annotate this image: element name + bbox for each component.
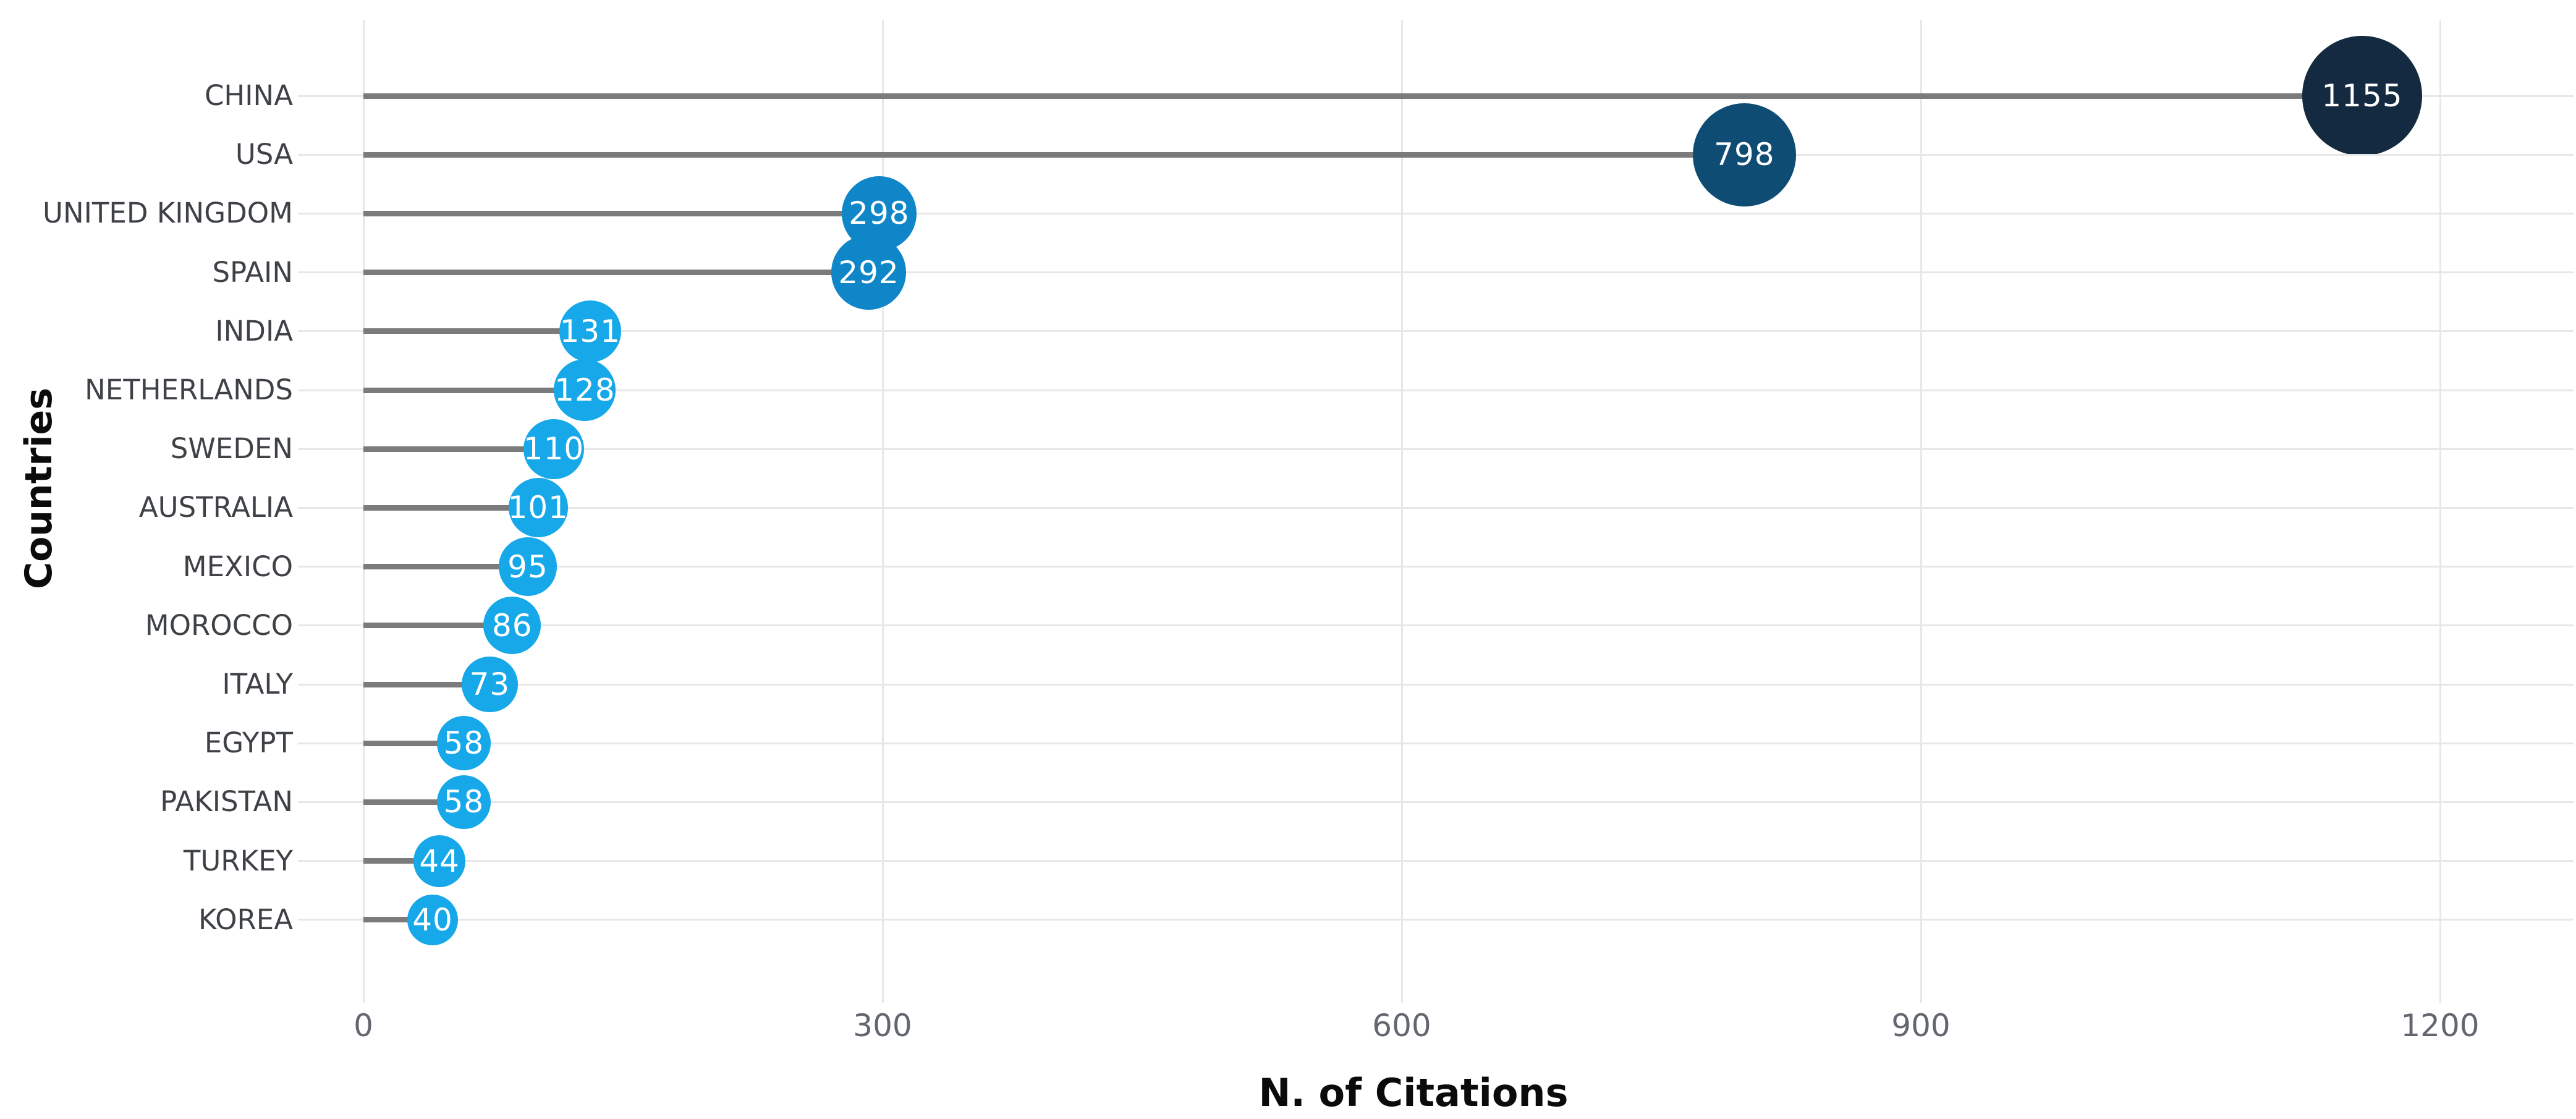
value-bubble: 44 [413,835,466,887]
stem [363,504,538,511]
x-gridline [2439,20,2441,1003]
stem [363,93,2362,99]
value-bubble-label: 44 [419,843,460,879]
category-label: NETHERLANDS [85,373,293,406]
stem [363,328,590,334]
x-gridline [362,20,365,1003]
x-axis-title: N. of Citations [1258,1070,1569,1115]
value-bubble: 95 [498,537,557,596]
row-gridline [298,801,2574,803]
value-bubble-label: 58 [443,725,485,762]
value-bubble-label: 798 [1714,137,1775,173]
row-gridline [298,860,2574,862]
row-gridline [298,330,2574,333]
category-label: MOROCCO [145,608,293,642]
category-label: MEXICO [182,550,293,583]
stem [363,564,528,570]
value-bubble: 131 [559,300,621,362]
stem [363,446,554,452]
stem [363,387,585,393]
stem [363,740,464,746]
x-gridline [1920,20,1922,1003]
category-label: TURKEY [183,844,293,877]
value-bubble: 128 [554,359,616,421]
row-gridline [298,448,2574,450]
stem [363,151,1745,158]
value-bubble: 73 [461,656,518,713]
value-bubble-label: 292 [838,254,899,291]
row-gridline [298,566,2574,568]
stem [363,917,433,923]
category-label: CHINA [205,79,293,112]
category-label: INDIA [215,314,293,347]
x-tick-label: 1200 [2400,1008,2480,1044]
row-gridline [298,624,2574,627]
x-tick-label: 300 [853,1008,912,1044]
row-gridline [298,212,2574,215]
row-gridline [298,919,2574,921]
value-bubble-label: 58 [443,784,485,820]
value-bubble: 58 [436,716,491,771]
category-label: SPAIN [212,255,293,289]
category-label: PAKISTAN [160,785,293,819]
row-gridline [298,683,2574,686]
stem [363,210,879,216]
stem [363,799,464,805]
value-bubble-label: 1155 [2321,78,2403,114]
row-gridline [298,506,2574,509]
category-label: UNITED KINGDOM [43,197,293,230]
value-bubble: 86 [483,597,541,655]
value-bubble-label: 40 [412,901,453,938]
x-tick-label: 900 [1891,1008,1951,1044]
x-gridline [881,20,884,1003]
stem [363,681,490,687]
x-tick-label: 0 [354,1008,373,1044]
value-bubble: 101 [507,478,569,538]
stem [363,270,869,276]
y-axis-title: Countries [17,388,61,589]
category-label: KOREA [198,903,293,936]
value-bubble: 798 [1692,103,1796,206]
stem [363,858,440,864]
category-label: EGYPT [204,726,293,760]
value-bubble: 110 [523,419,585,479]
row-gridline [298,742,2574,744]
value-bubble-label: 110 [523,431,585,467]
value-bubble-label: 73 [469,666,511,702]
row-gridline [298,271,2574,274]
value-bubble: 40 [407,894,458,945]
category-label: AUSTRALIA [138,491,293,524]
value-bubble: 292 [831,235,906,310]
value-bubble-label: 86 [491,607,533,644]
x-gridline [1400,20,1403,1003]
category-label: ITALY [222,668,293,700]
value-bubble-label: 101 [507,490,569,526]
x-tick-label: 600 [1372,1008,1431,1044]
category-label: SWEDEN [170,432,293,466]
value-bubble-label: 128 [554,372,616,408]
value-bubble: 58 [436,775,491,830]
category-label: USA [235,138,293,171]
value-bubble: 1155 [2302,36,2422,156]
value-bubble-label: 131 [559,313,621,349]
row-gridline [298,389,2574,391]
value-bubble: 298 [841,176,917,251]
value-bubble-label: 298 [849,195,910,232]
stem [363,623,512,629]
value-bubble-label: 95 [507,548,548,585]
